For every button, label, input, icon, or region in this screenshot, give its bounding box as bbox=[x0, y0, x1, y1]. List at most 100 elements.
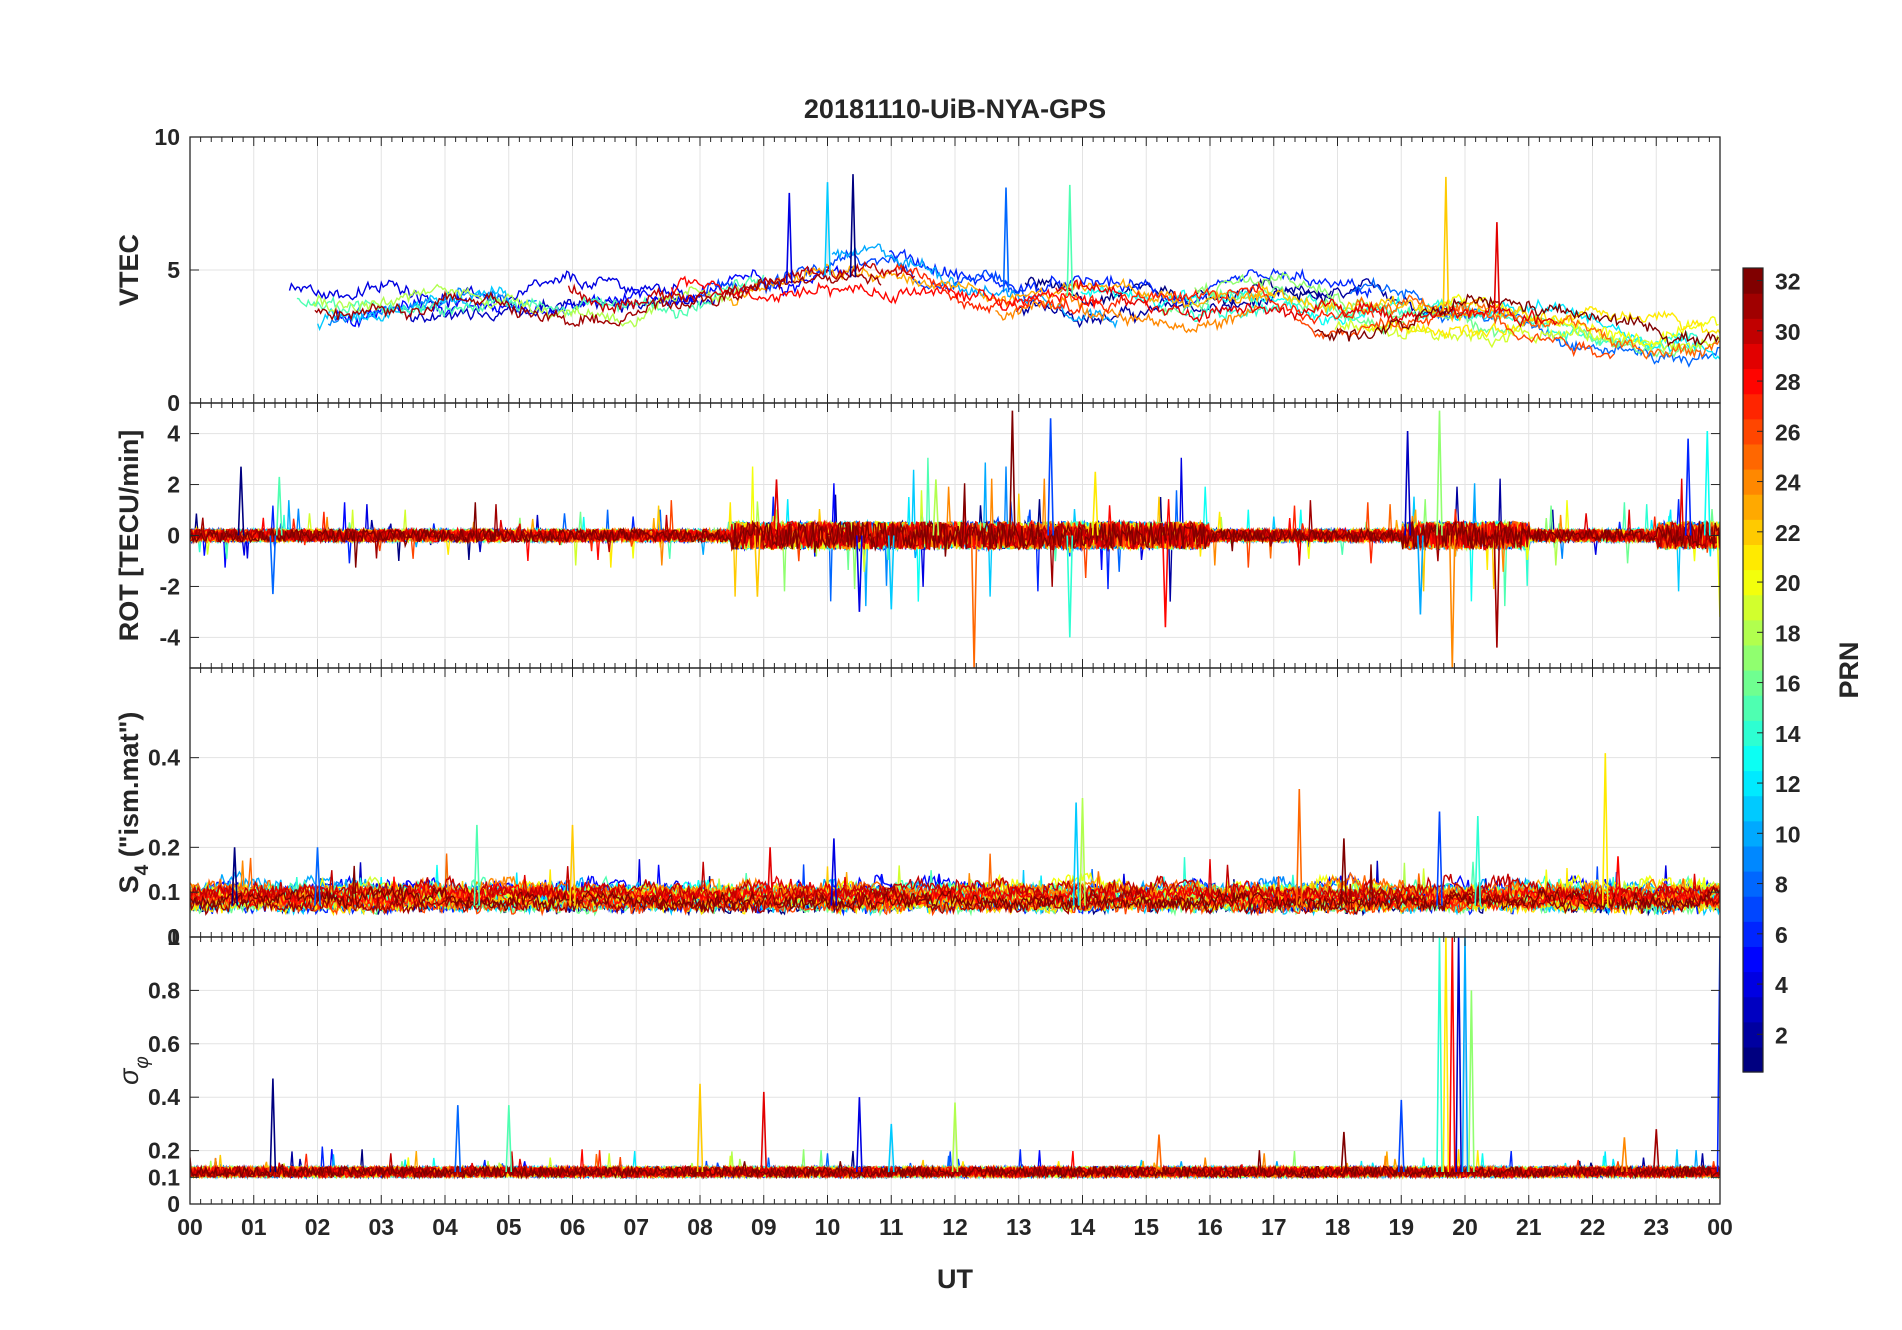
x-tick-label: 11 bbox=[879, 1214, 904, 1240]
x-axis-label: UT bbox=[937, 1264, 973, 1294]
panel-rot: -4 -2 0 2 4 ROT [TECU/min] bbox=[114, 402, 1721, 669]
colorbar-swatch bbox=[1743, 268, 1763, 294]
series-spike bbox=[1066, 535, 1074, 638]
series-spike bbox=[1703, 430, 1711, 536]
y-tick-label: 0.2 bbox=[148, 1138, 180, 1164]
series-spike bbox=[1155, 1134, 1163, 1173]
x-ticks-rot bbox=[189, 403, 1721, 668]
y-tick-label: 0.1 bbox=[148, 879, 180, 905]
panel-s4: 00.10.20.4S4 ("ism.mat") bbox=[114, 667, 1721, 950]
colorbar-swatch bbox=[1743, 845, 1763, 872]
colorbar-swatch bbox=[1743, 544, 1763, 571]
series-spike bbox=[830, 838, 838, 906]
colorbar-tick-label: 30 bbox=[1775, 319, 1801, 345]
panel-vtec: 0 5 10 VTEC bbox=[114, 124, 1721, 416]
series-line-prn-6 bbox=[888, 248, 1372, 310]
x-tick-label: 20 bbox=[1452, 1214, 1478, 1240]
colorbar-tick-label: 8 bbox=[1775, 872, 1788, 898]
y-tick-label: 10 bbox=[154, 124, 180, 150]
series-line-prn-24 bbox=[995, 292, 1260, 334]
series-spike bbox=[970, 535, 978, 668]
colorbar-swatch bbox=[1743, 946, 1763, 973]
series-spike bbox=[1002, 187, 1010, 293]
series-spike bbox=[696, 1083, 704, 1173]
series-spike bbox=[1716, 937, 1720, 1173]
x-ticks-vtec bbox=[189, 137, 1721, 403]
series-line-prn-29 bbox=[1055, 278, 1558, 328]
series-spike bbox=[269, 1078, 277, 1173]
series-spike bbox=[454, 1105, 462, 1173]
colorbar-swatch bbox=[1743, 670, 1763, 696]
colorbar-swatch bbox=[1743, 1021, 1763, 1048]
series-line-prn-8 bbox=[1349, 276, 1720, 368]
x-tick-label: 00 bbox=[177, 1214, 203, 1240]
colorbar-tick-label: 24 bbox=[1775, 470, 1801, 496]
series-spike bbox=[1340, 838, 1348, 906]
x-tick-label: 16 bbox=[1197, 1214, 1223, 1240]
series-line-prn-27 bbox=[893, 263, 1375, 325]
colorbar-swatch bbox=[1743, 1046, 1763, 1073]
series-spike bbox=[231, 847, 238, 906]
colorbar-swatch bbox=[1743, 896, 1763, 922]
series-sigma_phi bbox=[190, 937, 1720, 1181]
colorbar-swatch bbox=[1743, 619, 1763, 646]
series-spike bbox=[1448, 937, 1456, 1173]
series-spike bbox=[754, 535, 761, 597]
y-tick-label: 4 bbox=[167, 421, 180, 447]
colorbar-tick-label: 16 bbox=[1775, 671, 1801, 697]
colorbar-swatch bbox=[1743, 393, 1763, 420]
colorbar-swatch bbox=[1743, 770, 1763, 797]
x-tick-label: 04 bbox=[432, 1214, 458, 1240]
y-tick-label: 0 bbox=[167, 924, 180, 950]
series-spike bbox=[314, 847, 321, 906]
x-tick-label: 06 bbox=[560, 1214, 586, 1240]
colorbar-tick-label: 28 bbox=[1775, 369, 1801, 395]
series-line-prn-10 bbox=[831, 243, 1118, 329]
series-line-prn-32 bbox=[190, 1150, 1720, 1180]
series-spike bbox=[1079, 797, 1086, 906]
series-spike bbox=[237, 466, 245, 536]
y-tick-label: 0.4 bbox=[148, 745, 180, 771]
y-tick-label: 0.8 bbox=[148, 977, 180, 1003]
x-tick-label: 15 bbox=[1133, 1214, 1159, 1240]
colorbar-swatch bbox=[1743, 494, 1763, 520]
y-tick-label: 0 bbox=[167, 390, 180, 416]
series-spike bbox=[1072, 802, 1080, 906]
y-tick-label: 0.1 bbox=[148, 1164, 180, 1190]
series-spike bbox=[932, 479, 940, 536]
series-line-prn-25 bbox=[1355, 294, 1720, 360]
colorbar-tick-label: 10 bbox=[1775, 821, 1801, 847]
series-spike bbox=[1442, 937, 1450, 1173]
colorbar-tick-label: 32 bbox=[1775, 269, 1801, 295]
x-tick-label: 09 bbox=[751, 1214, 777, 1240]
series-spike bbox=[1162, 535, 1169, 628]
series-spike bbox=[856, 1097, 863, 1173]
series-vtec bbox=[288, 174, 1720, 368]
colorbar-tick-label: 6 bbox=[1775, 922, 1788, 948]
series-line-prn-30 bbox=[190, 861, 1720, 903]
colorbar-tick-label: 22 bbox=[1775, 520, 1801, 546]
x-tick-label: 19 bbox=[1388, 1214, 1414, 1240]
y-axis-label-sub: 4 bbox=[132, 864, 153, 875]
y-axis-label-vtec: VTEC bbox=[114, 234, 144, 306]
x-tick-label: 05 bbox=[496, 1214, 522, 1240]
series-line-prn-32 bbox=[190, 864, 1720, 913]
y-axis-label-sub: φ bbox=[132, 1056, 153, 1068]
series-spike bbox=[505, 1105, 513, 1173]
x-tick-label: 13 bbox=[1006, 1214, 1032, 1240]
series-spike bbox=[275, 476, 283, 536]
x-tick-label: 00 bbox=[1707, 1214, 1733, 1240]
colorbar-swatch bbox=[1743, 443, 1763, 470]
x-ticks-sigma_phi bbox=[189, 937, 1721, 1204]
series-spike bbox=[766, 847, 774, 906]
grid-vtec bbox=[189, 136, 1721, 404]
colorbar-swatch bbox=[1743, 569, 1763, 596]
series-spike bbox=[1417, 535, 1424, 615]
x-tick-label: 17 bbox=[1261, 1214, 1287, 1240]
colorbar-swatch bbox=[1743, 418, 1763, 445]
series-spike bbox=[1436, 410, 1443, 536]
y-axis-label-rot: ROT [TECU/min] bbox=[114, 430, 144, 641]
colorbar-swatch bbox=[1743, 795, 1763, 822]
series-spike bbox=[1684, 438, 1692, 536]
